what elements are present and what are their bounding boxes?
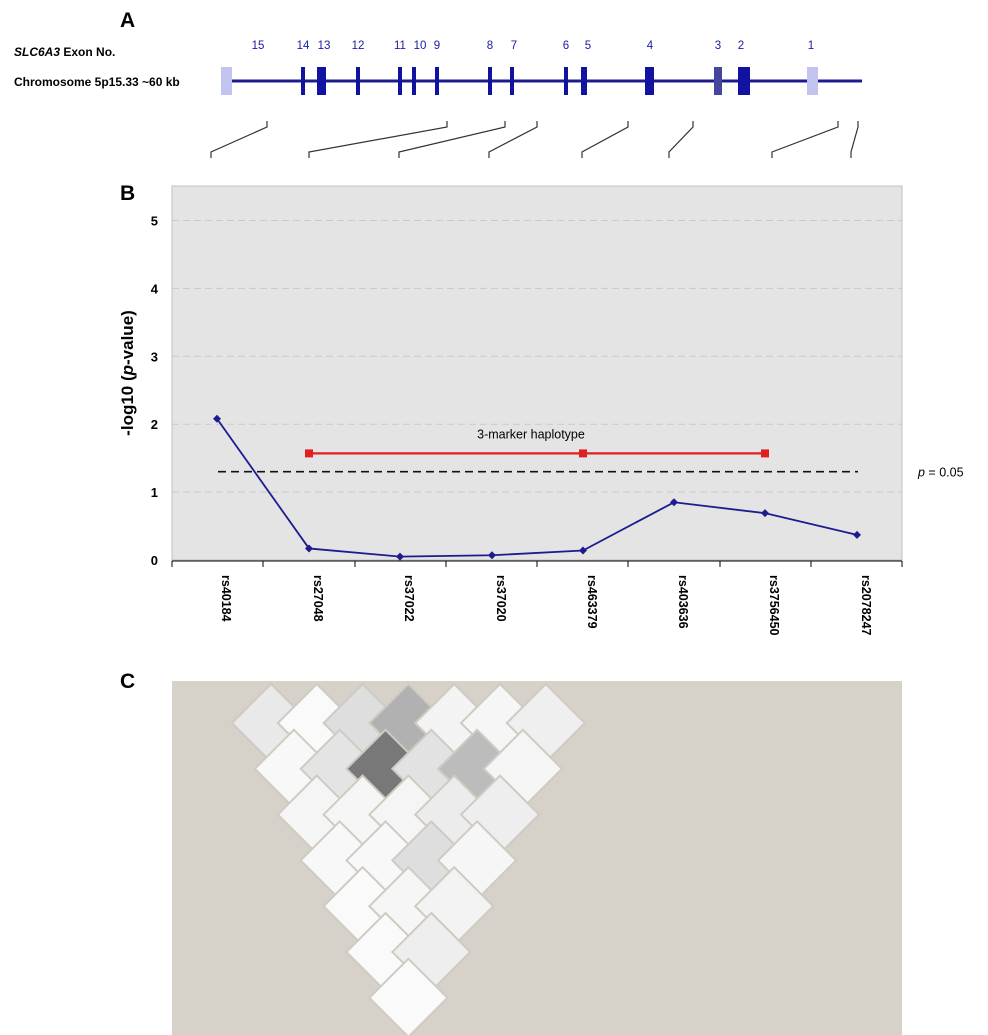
exon-3 — [714, 67, 722, 95]
exon-number-1: 1 — [808, 40, 814, 52]
x-axis-labels: rs40184 rs27048 rs37022 rs37020 rs463379 rs40… — [219, 575, 873, 636]
exon-number-6: 6 — [563, 40, 569, 52]
y-axis-ticks: 0 1 2 3 4 5 — [151, 214, 159, 569]
snp-label-rs40184: rs40184 — [219, 575, 233, 622]
y-tick-label: 5 — [151, 214, 158, 229]
data-point-rs3756450 — [761, 509, 769, 518]
snp-label-rs463379: rs463379 — [585, 575, 599, 629]
data-point-rs37022 — [396, 552, 404, 561]
connector-line — [771, 121, 839, 158]
snp-label-rs3756450: rs3756450 — [767, 575, 781, 636]
exon-8 — [488, 67, 492, 95]
snp-label-rs37020: rs37020 — [494, 575, 508, 622]
y-tick-label: 4 — [151, 281, 159, 296]
exon-9 — [435, 67, 439, 95]
exon-5 — [581, 67, 587, 95]
panel-b-letter: B — [120, 182, 135, 205]
exon-number-11: 11 — [394, 40, 406, 52]
exon-14 — [301, 67, 305, 95]
exon-number-15: 15 — [252, 40, 265, 52]
x-axis — [171, 560, 903, 567]
exon-snp-connectors — [210, 121, 859, 158]
gridlines — [172, 220, 902, 493]
exon-number-10: 10 — [414, 40, 427, 52]
snp-label-rs27048: rs27048 — [311, 575, 325, 622]
exon-label-suffix: Exon No. — [60, 45, 115, 59]
y-tick-label: 3 — [151, 349, 158, 364]
snp-label-rs403636: rs403636 — [676, 575, 690, 629]
exon-4 — [645, 67, 654, 95]
haplotype-marker — [305, 449, 313, 458]
y-tick-label: 1 — [151, 485, 158, 500]
data-point-rs37020 — [488, 551, 496, 560]
haplotype-marker — [761, 449, 769, 458]
gene-name: SLC6A3 — [14, 45, 60, 59]
panel-c-letter: C — [120, 670, 135, 693]
data-point-rs40184 — [213, 414, 221, 423]
snp-label-rs2078247: rs2078247 — [859, 575, 873, 636]
connector-line — [581, 121, 629, 158]
connector-line — [398, 121, 506, 158]
exon-15 — [221, 67, 232, 95]
series-line — [216, 418, 858, 558]
exon-number-label: SLC6A3 Exon No. — [14, 45, 115, 59]
data-point-rs403636 — [670, 498, 678, 507]
series-group — [213, 414, 861, 561]
threshold-line-group: p = 0.05 — [218, 466, 964, 480]
data-point-rs2078247 — [853, 530, 861, 539]
connector-line — [668, 121, 694, 158]
exon-10 — [412, 67, 416, 95]
haplotype-group: 3-marker haplotype — [305, 427, 769, 458]
exon-number-2: 2 — [738, 40, 744, 52]
connector-line — [488, 121, 538, 158]
haplotype-marker — [579, 449, 587, 458]
connector-line — [308, 121, 448, 158]
exon-2 — [738, 67, 750, 95]
connector-line — [210, 121, 268, 158]
exon-number-8: 8 — [487, 40, 493, 52]
exon-12 — [356, 67, 360, 95]
exon-number-3: 3 — [715, 40, 721, 52]
y-tick-label: 2 — [151, 417, 158, 432]
exon-number-7: 7 — [511, 40, 517, 52]
y-axis-label: -log10 (p-value) — [118, 310, 137, 436]
connector-line — [850, 121, 859, 158]
exon-number-5: 5 — [585, 40, 591, 52]
gene-structure: 15 14 13 12 11 10 9 8 7 6 5 4 3 2 1 — [221, 40, 862, 95]
chromosome-label: Chromosome 5p15.33 ~60 kb — [14, 75, 180, 89]
y-tick-label: 0 — [151, 553, 158, 568]
exon-11 — [398, 67, 402, 95]
data-point-rs27048 — [305, 544, 313, 553]
plot-area — [171, 185, 903, 561]
exon-13 — [317, 67, 326, 95]
snp-label-rs37022: rs37022 — [402, 575, 416, 622]
ld-heatmap — [230, 682, 587, 1035]
exon-1 — [807, 67, 818, 95]
exon-number-14: 14 — [297, 40, 310, 52]
ld-cell — [367, 957, 449, 1035]
exon-number-13: 13 — [318, 40, 331, 52]
haplotype-label: 3-marker haplotype — [477, 427, 585, 441]
exon-6 — [564, 67, 568, 95]
threshold-label: p = 0.05 — [917, 466, 964, 480]
exon-number-9: 9 — [434, 40, 440, 52]
data-point-rs463379 — [579, 546, 587, 555]
panel-a-letter: A — [120, 9, 135, 32]
exon-number-4: 4 — [647, 40, 654, 52]
exon-7 — [510, 67, 514, 95]
exon-number-12: 12 — [352, 40, 365, 52]
